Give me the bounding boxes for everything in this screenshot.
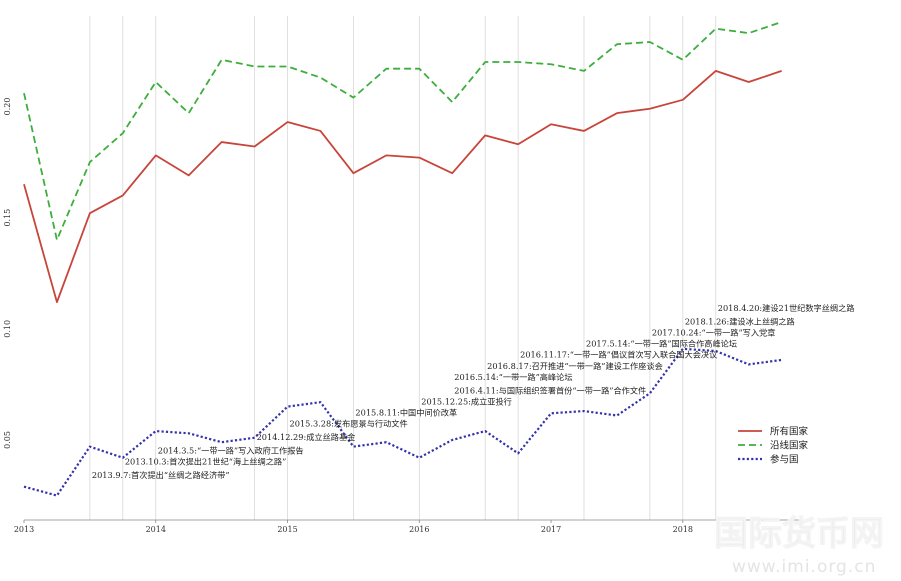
x-tick-label: 2017 bbox=[541, 525, 561, 534]
x-tick-labels: 2013 2014 2015 2016 2017 2018 bbox=[14, 520, 693, 534]
event-annotation: 2015.12.25:成立亚投行 bbox=[421, 396, 512, 406]
x-tick-label: 2013 bbox=[14, 525, 34, 534]
event-annotation: 2013.10.3:首次提出21世纪“海上丝绸之路” bbox=[125, 456, 286, 466]
series-line-1 bbox=[23, 21, 782, 241]
y-tick-label: 0.15 bbox=[3, 209, 12, 227]
y-tick-label: 0.10 bbox=[3, 320, 12, 338]
watermark: 国际货币网 www.imi.org.cn bbox=[714, 514, 885, 578]
event-annotation: 2015.8.11:中国中间价改革 bbox=[355, 408, 457, 418]
series-line-2 bbox=[23, 347, 782, 497]
legend-label: 所有国家 bbox=[770, 426, 809, 438]
event-annotation: 2017.5.14:“一带一路”国际合作高峰论坛 bbox=[586, 339, 737, 349]
event-annotation: 2016.11.17:“一带一路”倡议首次写入联合国大会决议 bbox=[520, 350, 717, 360]
y-tick-label: 0.05 bbox=[3, 431, 12, 449]
x-tick-label: 2016 bbox=[409, 525, 429, 534]
event-annotation: 2016.4.11:与国际组织签署首份“一带一路”合作文件 bbox=[454, 385, 646, 395]
watermark-url: www.imi.org.cn bbox=[732, 557, 876, 577]
event-annotation: 2017.10.24:“一带一路”写入党章 bbox=[652, 327, 776, 337]
event-annotation: 2014.3.5:“一带一路”写入政府工作报告 bbox=[158, 445, 304, 455]
event-annotation: 2014.12.29:成立丝路基金 bbox=[257, 432, 356, 442]
event-annotation: 2013.9.7:首次提出“丝绸之路经济带” bbox=[92, 470, 230, 480]
series-lines bbox=[23, 21, 782, 497]
legend-label: 沿线国家 bbox=[770, 440, 809, 452]
x-tick-label: 2018 bbox=[673, 525, 693, 534]
event-annotation: 2016.5.14:“一带一路”高峰论坛 bbox=[454, 372, 572, 382]
y-tick-labels: 0.05 0.10 0.15 0.20 bbox=[3, 98, 12, 449]
event-annotation: 2018.4.20:建设21世纪数字丝绸之路 bbox=[718, 303, 855, 313]
watermark-text: 国际货币网 bbox=[714, 514, 884, 554]
legend-label: 参与国 bbox=[770, 454, 799, 466]
event-annotation: 2018.1.26:建设冰上丝绸之路 bbox=[685, 316, 795, 326]
x-tick-label: 2015 bbox=[277, 525, 297, 534]
event-annotations: 2013.9.7:首次提出“丝绸之路经济带” 2013.10.3:首次提出21世纪… bbox=[92, 303, 855, 480]
y-tick-label: 0.20 bbox=[3, 98, 12, 116]
event-annotation: 2016.8.17:召开推进“一带一路”建设工作座谈会 bbox=[487, 361, 663, 371]
x-tick-label: 2014 bbox=[146, 525, 166, 534]
series-line-0 bbox=[23, 70, 782, 304]
event-annotation: 2015.3.28:发布愿景与行动文件 bbox=[290, 419, 408, 429]
